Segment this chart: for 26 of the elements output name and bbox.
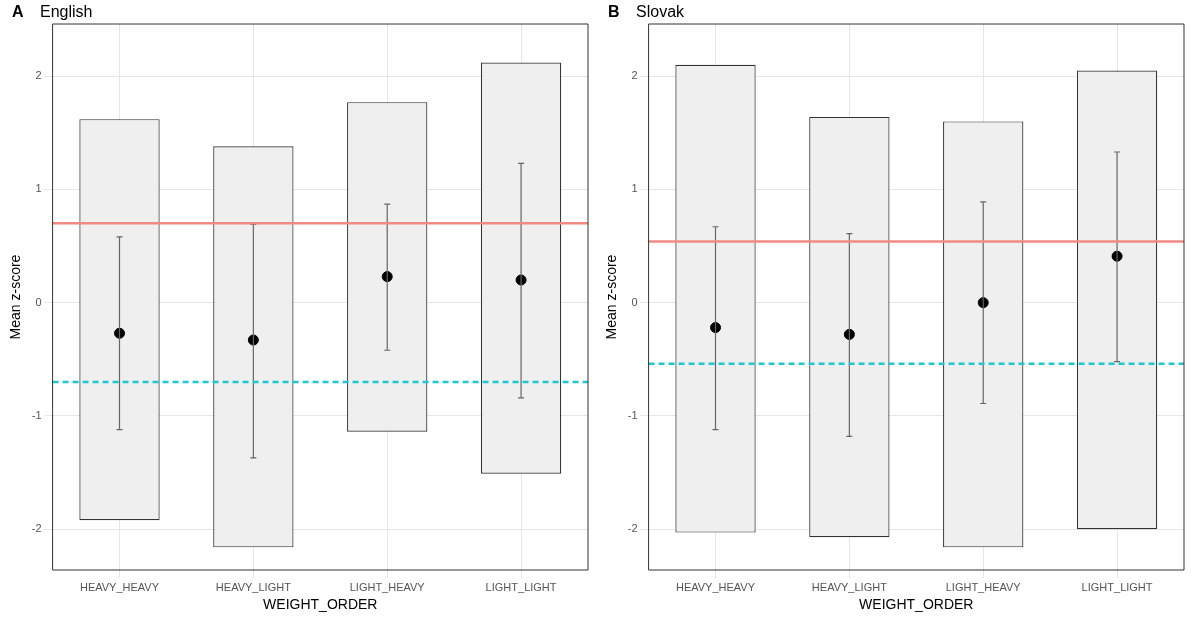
x-axis-title: WEIGHT_ORDER: [859, 596, 974, 613]
y-tick-label: 0: [35, 295, 42, 308]
y-tick-label: 1: [35, 182, 42, 195]
y-axis-title: Mean z-score: [7, 254, 24, 340]
x-tick-label: LIGHT_HEAVY: [945, 580, 1022, 593]
x-axis-title: WEIGHT_ORDER: [263, 596, 378, 613]
y-tick-label: -1: [627, 408, 638, 421]
text: B: [608, 3, 620, 21]
y-tick-label: -1: [31, 408, 42, 421]
y-axis-title: Mean z-score: [603, 254, 620, 340]
chart-title: Slovak: [636, 3, 686, 21]
y-tick-label: -2: [627, 522, 638, 535]
x-tick-label: LIGHT_HEAVY: [349, 580, 426, 593]
x-tick-label: HEAVY_HEAVY: [675, 580, 756, 593]
y-tick-label: 0: [631, 295, 638, 308]
x-tick-label: HEAVY_HEAVY: [79, 580, 160, 593]
x-tick-label: HEAVY_LIGHT: [215, 580, 292, 593]
x-tick-label: HEAVY_LIGHT: [811, 580, 888, 593]
y-tick-label: -2: [31, 522, 42, 535]
chart-title: English: [40, 3, 93, 21]
y-tick-label: 2: [35, 69, 42, 82]
x-tick-label: LIGHT_LIGHT: [485, 580, 557, 593]
y-tick-label: 1: [631, 182, 638, 195]
text: A: [12, 3, 24, 21]
x-tick-label: LIGHT_LIGHT: [1081, 580, 1153, 593]
y-tick-label: 2: [631, 69, 638, 82]
